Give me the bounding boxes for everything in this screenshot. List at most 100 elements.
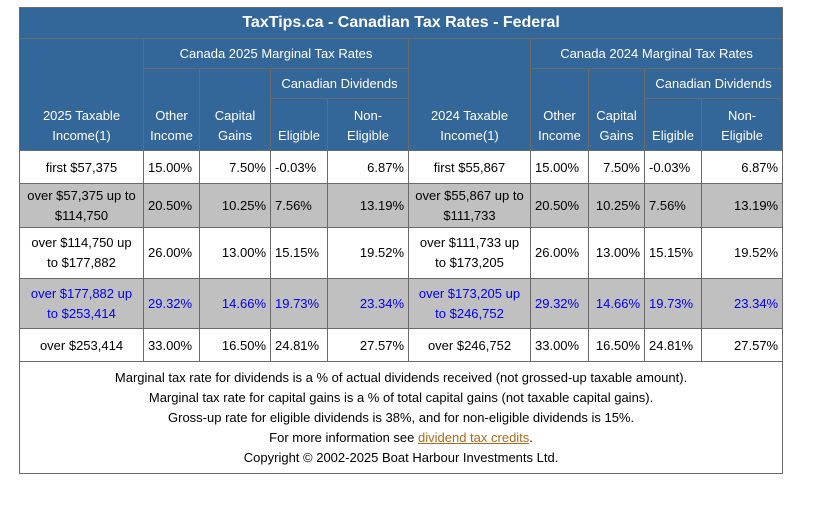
income-bracket-2025: over $57,375 up to $114,750 xyxy=(19,183,144,228)
income-bracket-2025: over $253,414 xyxy=(19,328,144,362)
group-header-2024: Canada 2024 Marginal Tax Rates xyxy=(529,38,784,69)
group-header-dividends-2024: Canadian Dividends xyxy=(643,68,784,99)
rate-capital-2025: 10.25% xyxy=(199,183,271,228)
note-capital-gains: Marginal tax rate for capital gains is a… xyxy=(148,390,654,405)
col-header-income-2024-line1: 2024 Taxable xyxy=(430,108,509,123)
col-header-noneligible-2025-line2: Eligible xyxy=(347,128,389,143)
col-header-other-2024: Other Income xyxy=(530,68,589,151)
rate-capital-2024: 13.00% xyxy=(588,227,645,279)
rate-capital-2025: 16.50% xyxy=(199,328,271,362)
rate-capital-2024: 10.25% xyxy=(588,183,645,228)
col-header-capital-2024-line1: Capital xyxy=(596,108,637,123)
col-header-noneligible-2025-line1: Non- xyxy=(353,108,383,123)
col-header-eligible-2024-label: Eligible xyxy=(652,128,694,143)
table-row: over $114,750 up to $177,882 26.00% 13.00… xyxy=(19,227,784,279)
income-bracket-2024-line1: over $55,867 up to xyxy=(415,187,524,203)
rate-noneligible-2024: 13.19% xyxy=(700,183,784,228)
rate-eligible-2024: 24.81% xyxy=(644,328,702,362)
col-header-noneligible-2024-line2: Eligible xyxy=(721,128,764,143)
col-header-other-2025: Other Income xyxy=(143,68,200,151)
rate-capital-2025: 7.50% xyxy=(199,150,271,184)
rate-other-2024: 20.50% xyxy=(530,183,589,228)
rate-other-2024: 15.00% xyxy=(530,150,589,184)
income-bracket-2024-line2: to $173,205 xyxy=(435,255,504,270)
col-header-income-2025: 2025 Taxable Income(1) xyxy=(19,38,144,151)
income-bracket-2025: first $57,375 xyxy=(19,150,144,184)
note-more-info: For more information see dividend tax cr… xyxy=(24,428,778,448)
group-header-2025: Canada 2025 Marginal Tax Rates xyxy=(143,38,409,69)
rate-eligible-2025: 24.81% xyxy=(270,328,328,362)
rate-noneligible-2025: 19.52% xyxy=(327,227,409,279)
rate-other-2025: 15.00% xyxy=(143,150,200,184)
rate-capital-2025: 13.00% xyxy=(199,227,271,279)
note-gross-up: Gross-up rate for eligible dividends is … xyxy=(168,410,635,425)
col-header-income-2024: 2024 Taxable Income(1) xyxy=(408,38,531,151)
rate-noneligible-2025: 27.57% xyxy=(327,328,409,362)
col-header-capital-2025-line2: Gains xyxy=(218,128,252,143)
col-header-other-2025-line1: Other xyxy=(155,108,188,123)
col-header-capital-2024: Capital Gains xyxy=(588,68,645,151)
col-header-eligible-2025-label: Eligible xyxy=(278,128,320,143)
income-bracket-2025-line1: over $114,750 up xyxy=(31,235,132,250)
rate-noneligible-2025: 23.34% xyxy=(327,278,409,329)
col-header-income-2025-line1: 2025 Taxable xyxy=(42,108,121,123)
rate-noneligible-2024: 6.87% xyxy=(700,150,784,184)
rate-eligible-2025: 19.73% xyxy=(270,278,328,329)
income-bracket-2024-line2: to $246,752 xyxy=(435,305,504,321)
income-bracket-2024: over $246,752 xyxy=(408,328,531,362)
rate-capital-2024: 7.50% xyxy=(588,150,645,184)
col-header-other-2024-line2: Income xyxy=(538,128,581,143)
rate-other-2025: 33.00% xyxy=(143,328,200,362)
income-bracket-2024: over $173,205 up to $246,752 xyxy=(408,278,531,329)
income-bracket-2025-line1: over $57,375 up to xyxy=(27,187,136,203)
income-bracket-2024-line1: over $111,733 up xyxy=(419,235,520,250)
col-header-noneligible-2024-line1: Non- xyxy=(727,108,757,123)
income-bracket-2024: over $55,867 up to $111,733 xyxy=(408,183,531,228)
income-bracket-2024-line2: $111,733 xyxy=(443,207,496,223)
tax-rates-table: TaxTips.ca - Canadian Tax Rates - Federa… xyxy=(18,7,784,474)
rate-noneligible-2024: 27.57% xyxy=(700,328,784,362)
rate-other-2025: 20.50% xyxy=(143,183,200,228)
rate-noneligible-2025: 13.19% xyxy=(327,183,409,228)
income-bracket-2025-line2: to $253,414 xyxy=(47,305,116,321)
notes-section: Marginal tax rate for dividends is a % o… xyxy=(18,361,784,474)
rate-eligible-2024: 19.73% xyxy=(644,278,702,329)
rate-eligible-2024: 15.15% xyxy=(644,227,702,279)
dividend-tax-credits-link[interactable]: dividend tax credits xyxy=(418,430,530,445)
rate-other-2025: 26.00% xyxy=(143,227,200,279)
rate-other-2024: 29.32% xyxy=(530,278,589,329)
income-bracket-2025-line2: to $177,882 xyxy=(47,255,116,270)
col-header-capital-2025: Capital Gains xyxy=(199,68,271,151)
col-header-other-2025-line2: Income xyxy=(150,128,193,143)
rate-other-2025: 29.32% xyxy=(143,278,200,329)
income-bracket-2024-line1: over $173,205 up xyxy=(418,285,521,301)
rate-eligible-2024: -0.03% xyxy=(644,150,702,184)
note-more-info-prefix: For more information see xyxy=(269,430,419,445)
income-bracket-2024-line1: over $246,752 xyxy=(427,337,512,353)
table-row: over $253,414 33.00% 16.50% 24.81% 27.57… xyxy=(19,328,784,362)
rate-eligible-2024: 7.56% xyxy=(644,183,702,228)
col-header-eligible-2025: Eligible xyxy=(270,98,328,151)
group-header-dividends-2025: Canadian Dividends xyxy=(270,68,409,99)
col-header-eligible-2024: Eligible xyxy=(644,98,702,151)
income-bracket-2025: over $177,882 up to $253,414 xyxy=(19,278,144,329)
income-bracket-2024-line1: first $55,867 xyxy=(433,159,506,175)
col-header-noneligible-2025: Non- Eligible xyxy=(327,98,409,151)
table-row: over $57,375 up to $114,750 20.50% 10.25%… xyxy=(19,183,784,228)
col-header-capital-2024-line2: Gains xyxy=(599,128,634,143)
page-title: TaxTips.ca - Canadian Tax Rates - Federa… xyxy=(18,7,784,39)
income-bracket-2024: first $55,867 xyxy=(408,150,531,184)
col-header-other-2024-line1: Other xyxy=(543,108,576,123)
rate-noneligible-2024: 23.34% xyxy=(700,278,784,329)
income-bracket-2024: over $111,733 up to $173,205 xyxy=(408,227,531,279)
rate-other-2024: 33.00% xyxy=(530,328,589,362)
rate-eligible-2025: 7.56% xyxy=(270,183,328,228)
table-row-highlighted: over $177,882 up to $253,414 29.32% 14.66… xyxy=(19,278,784,329)
note-dividends: Marginal tax rate for dividends is a % o… xyxy=(114,370,688,385)
col-header-income-2024-line2: Income(1) xyxy=(440,128,499,143)
rate-eligible-2025: 15.15% xyxy=(270,227,328,279)
rate-noneligible-2025: 6.87% xyxy=(327,150,409,184)
rate-eligible-2025: -0.03% xyxy=(270,150,328,184)
col-header-income-2025-line2: Income(1) xyxy=(52,128,111,143)
income-bracket-2025-line2: $114,750 xyxy=(54,207,109,223)
